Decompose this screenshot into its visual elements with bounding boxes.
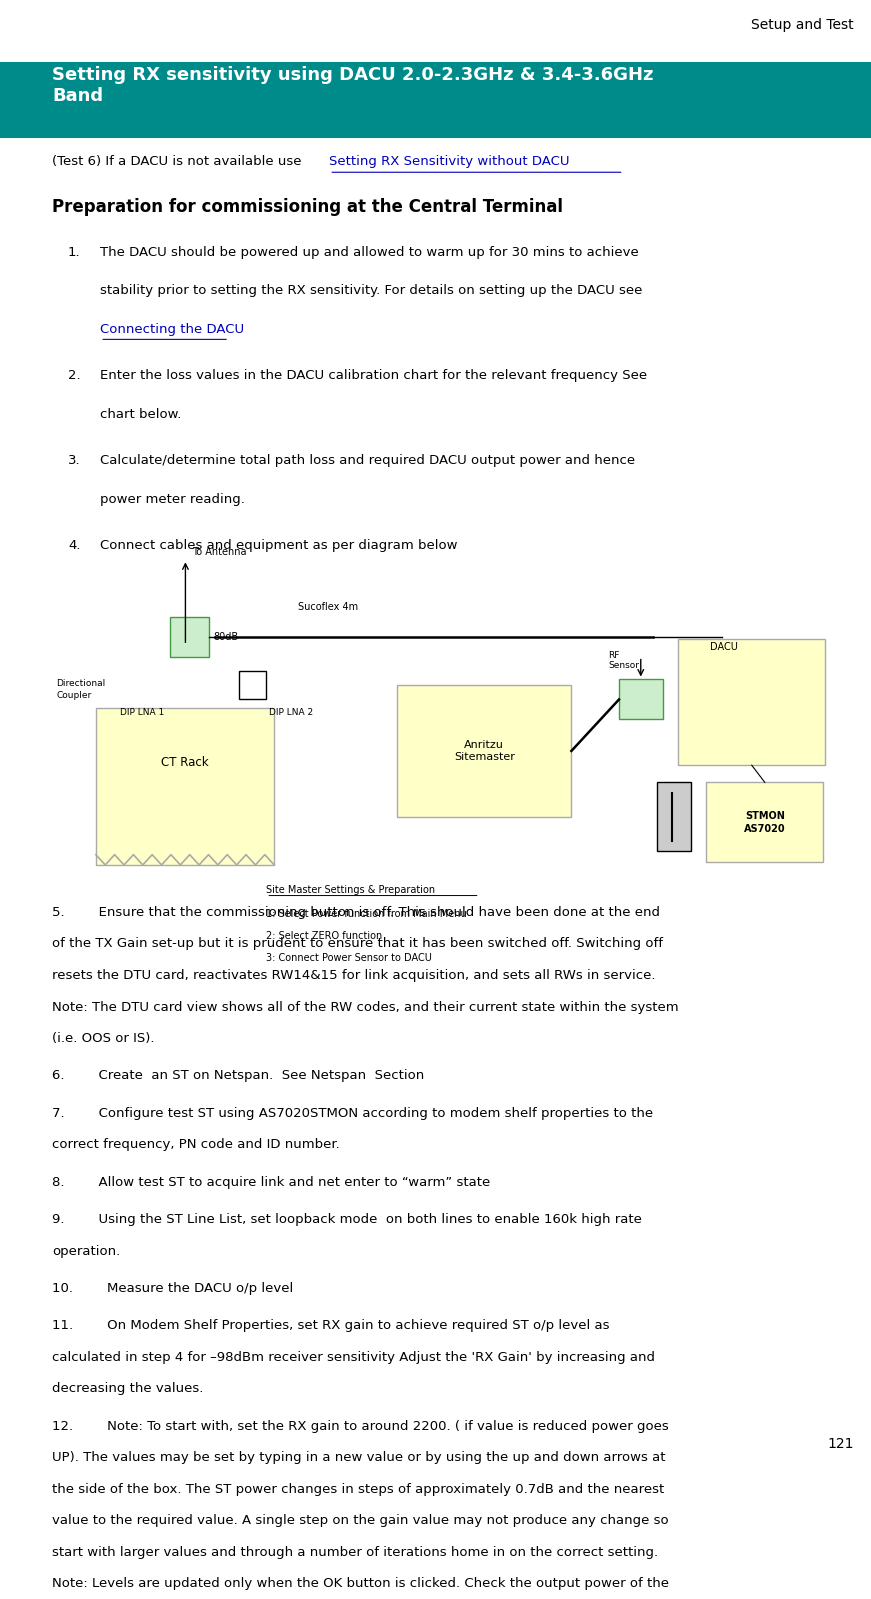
Text: Directional
Coupler: Directional Coupler [57, 680, 105, 700]
Text: Site Master Settings & Preparation: Site Master Settings & Preparation [267, 886, 436, 895]
Text: stability prior to setting the RX sensitivity. For details on setting up the DAC: stability prior to setting the RX sensit… [100, 285, 643, 297]
Text: RF
Sensor: RF Sensor [609, 651, 639, 670]
FancyBboxPatch shape [239, 672, 267, 699]
Text: DIP LNA 1: DIP LNA 1 [119, 708, 164, 716]
Text: Note: Levels are updated only when the OK button is clicked. Check the output po: Note: Levels are updated only when the O… [52, 1577, 669, 1591]
Text: DACU: DACU [710, 643, 738, 652]
Text: Note: The DTU card view shows all of the RW codes, and their current state withi: Note: The DTU card view shows all of the… [52, 1001, 679, 1014]
Text: operation.: operation. [52, 1244, 120, 1257]
Text: 12.        Note: To start with, set the RX gain to around 2200. ( if value is re: 12. Note: To start with, set the RX gain… [52, 1420, 669, 1433]
Text: 1: Select Power function from Main Menu: 1: Select Power function from Main Menu [267, 908, 467, 919]
Text: (Test 6) If a DACU is not available use: (Test 6) If a DACU is not available use [52, 155, 306, 168]
Text: To Antenna: To Antenna [192, 547, 246, 556]
Text: 4.: 4. [68, 539, 80, 553]
FancyBboxPatch shape [96, 708, 274, 865]
Text: power meter reading.: power meter reading. [100, 492, 245, 505]
Text: DIP LNA 2: DIP LNA 2 [269, 708, 313, 716]
Text: Setting RX sensitivity using DACU 2.0-2.3GHz & 3.4-3.6GHz
Band: Setting RX sensitivity using DACU 2.0-2.… [52, 66, 654, 106]
Text: decreasing the values.: decreasing the values. [52, 1383, 204, 1396]
FancyBboxPatch shape [706, 782, 823, 862]
Text: 3: Connect Power Sensor to DACU: 3: Connect Power Sensor to DACU [267, 953, 432, 963]
Text: Sucoflex 4m: Sucoflex 4m [298, 603, 358, 612]
Text: start with larger values and through a number of iterations home in on the corre: start with larger values and through a n… [52, 1546, 658, 1559]
FancyBboxPatch shape [657, 782, 691, 851]
Text: Anritzu
Sitemaster: Anritzu Sitemaster [454, 739, 515, 763]
Text: 7.        Configure test ST using AS7020STMON according to modem shelf propertie: 7. Configure test ST using AS7020STMON a… [52, 1107, 653, 1119]
Text: correct frequency, PN code and ID number.: correct frequency, PN code and ID number… [52, 1138, 340, 1151]
Text: Calculate/determine total path loss and required DACU output power and hence: Calculate/determine total path loss and … [100, 454, 635, 467]
Text: Connecting the DACU: Connecting the DACU [100, 323, 244, 336]
Text: 80dB: 80dB [213, 632, 239, 641]
Text: 8.        Allow test ST to acquire link and net enter to “warm” state: 8. Allow test ST to acquire link and net… [52, 1175, 490, 1188]
Text: STMON
AS7020: STMON AS7020 [744, 811, 786, 833]
FancyBboxPatch shape [170, 617, 209, 657]
Text: (i.e. OOS or IS).: (i.e. OOS or IS). [52, 1031, 155, 1046]
Text: 9.        Using the ST Line List, set loopback mode  on both lines to enable 160: 9. Using the ST Line List, set loopback … [52, 1214, 642, 1226]
FancyBboxPatch shape [0, 62, 871, 138]
Text: 121: 121 [827, 1438, 854, 1452]
FancyBboxPatch shape [397, 686, 571, 817]
Text: The DACU should be powered up and allowed to warm up for 30 mins to achieve: The DACU should be powered up and allowe… [100, 246, 639, 259]
FancyBboxPatch shape [679, 640, 825, 766]
Text: Enter the loss values in the DACU calibration chart for the relevant frequency S: Enter the loss values in the DACU calibr… [100, 369, 647, 382]
Text: of the TX Gain set-up but it is prudent to ensure that it has been switched off.: of the TX Gain set-up but it is prudent … [52, 937, 663, 950]
Text: 5.        Ensure that the commissioning button is off. This should have been don: 5. Ensure that the commissioning button … [52, 907, 660, 919]
Text: UP). The values may be set by typing in a new value or by using the up and down : UP). The values may be set by typing in … [52, 1452, 665, 1465]
Text: Setup and Test: Setup and Test [751, 18, 854, 32]
Text: Preparation for commissioning at the Central Terminal: Preparation for commissioning at the Cen… [52, 198, 564, 216]
Text: Setting RX Sensitivity without DACU: Setting RX Sensitivity without DACU [329, 155, 570, 168]
Text: CT Rack: CT Rack [161, 756, 209, 769]
Text: 1.: 1. [68, 246, 80, 259]
Text: chart below.: chart below. [100, 408, 181, 421]
Text: 6.        Create  an ST on Netspan.  See Netspan  Section: 6. Create an ST on Netspan. See Netspan … [52, 1070, 424, 1083]
Text: Connect cables and equipment as per diagram below: Connect cables and equipment as per diag… [100, 539, 457, 553]
Text: value to the required value. A single step on the gain value may not produce any: value to the required value. A single st… [52, 1514, 669, 1527]
Text: the side of the box. The ST power changes in steps of approximately 0.7dB and th: the side of the box. The ST power change… [52, 1482, 665, 1495]
Text: calculated in step 4 for –98dBm receiver sensitivity Adjust the 'RX Gain' by inc: calculated in step 4 for –98dBm receiver… [52, 1351, 655, 1364]
Text: 3.: 3. [68, 454, 80, 467]
Text: resets the DTU card, reactivates RW14&15 for link acquisition, and sets all RWs : resets the DTU card, reactivates RW14&15… [52, 969, 656, 982]
Text: 2: Select ZERO function: 2: Select ZERO function [267, 931, 382, 940]
FancyBboxPatch shape [619, 680, 663, 720]
Text: 2.: 2. [68, 369, 80, 382]
Text: 10.        Measure the DACU o/p level: 10. Measure the DACU o/p level [52, 1282, 294, 1295]
Text: 11.        On Modem Shelf Properties, set RX gain to achieve required ST o/p lev: 11. On Modem Shelf Properties, set RX ga… [52, 1319, 610, 1332]
